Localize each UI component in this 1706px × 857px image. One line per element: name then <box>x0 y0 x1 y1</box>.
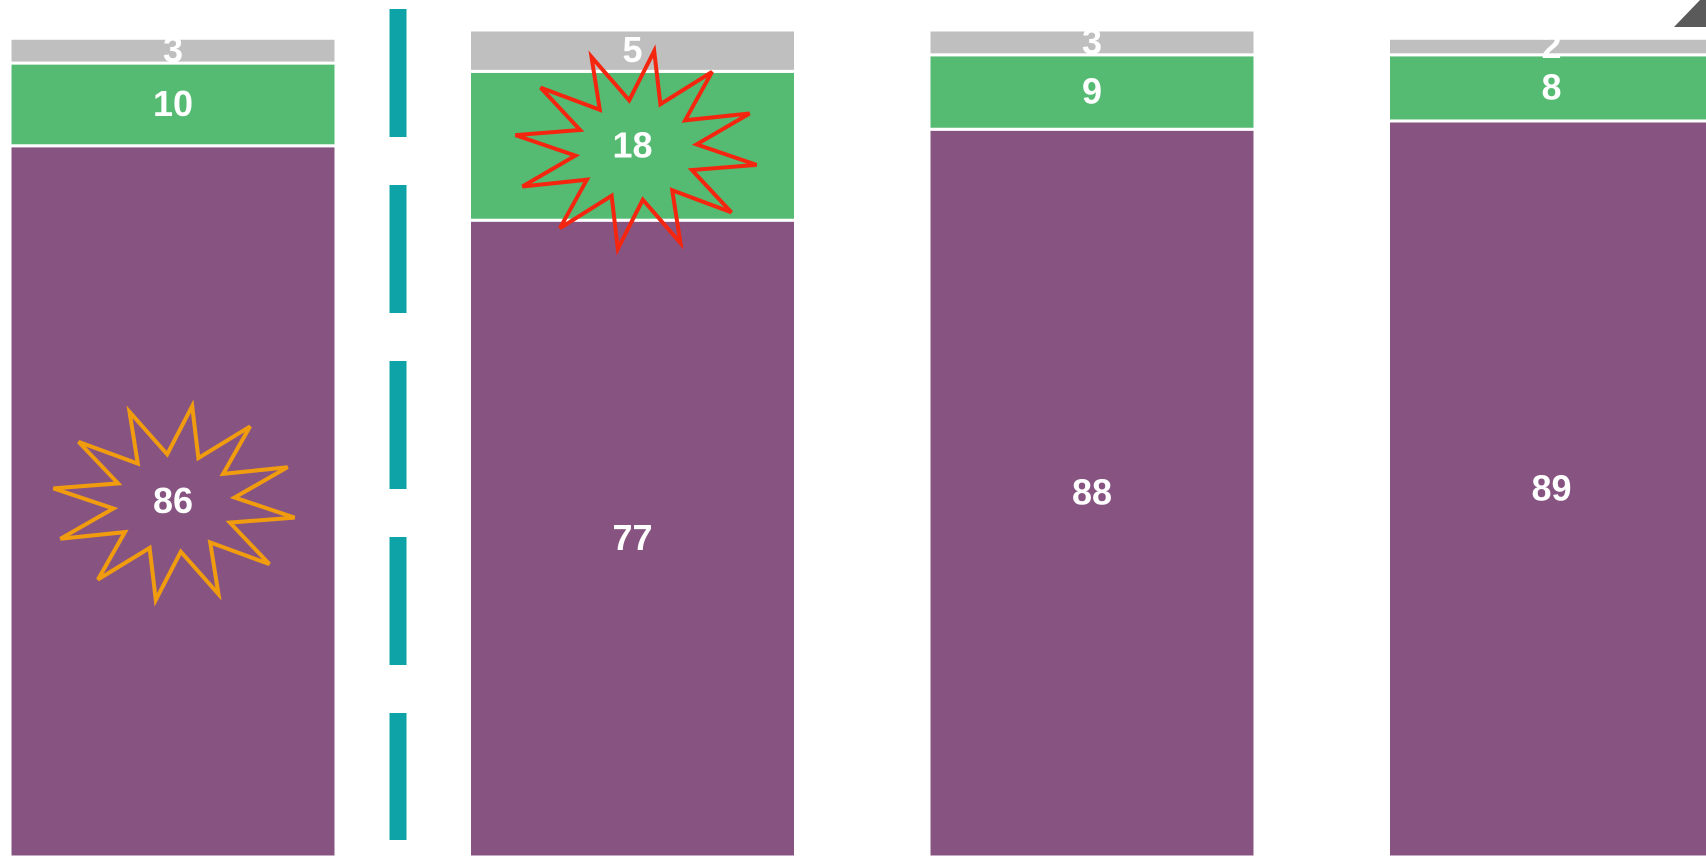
data-label: 8 <box>1541 66 1561 107</box>
data-label: 86 <box>153 480 193 521</box>
data-label: 89 <box>1531 468 1571 509</box>
bar-segment <box>8 144 338 857</box>
data-label: 18 <box>612 124 652 165</box>
starburst <box>514 44 758 256</box>
data-label: 88 <box>1072 472 1112 513</box>
bar-segment <box>927 53 1257 131</box>
bar-segment <box>8 36 338 65</box>
bar-segment <box>1387 119 1706 857</box>
bar-segment <box>927 28 1257 57</box>
data-label: 3 <box>163 29 183 70</box>
data-label: 10 <box>153 83 193 124</box>
bar-segment <box>927 127 1257 857</box>
data-label: 5 <box>622 29 642 70</box>
bars: 86 10 3 77 18 5 88 9 3 89 82 <box>8 21 1706 857</box>
corner-triangle <box>1674 0 1706 27</box>
starburst <box>52 399 296 607</box>
bar-segment <box>1387 36 1706 57</box>
bar-segment <box>8 61 338 148</box>
data-label: 9 <box>1082 71 1102 112</box>
bar-segment <box>468 28 797 73</box>
data-label: 3 <box>1082 21 1102 62</box>
data-label: 2 <box>1541 25 1561 66</box>
bar-segment <box>468 218 797 857</box>
data-label: 77 <box>612 517 652 558</box>
